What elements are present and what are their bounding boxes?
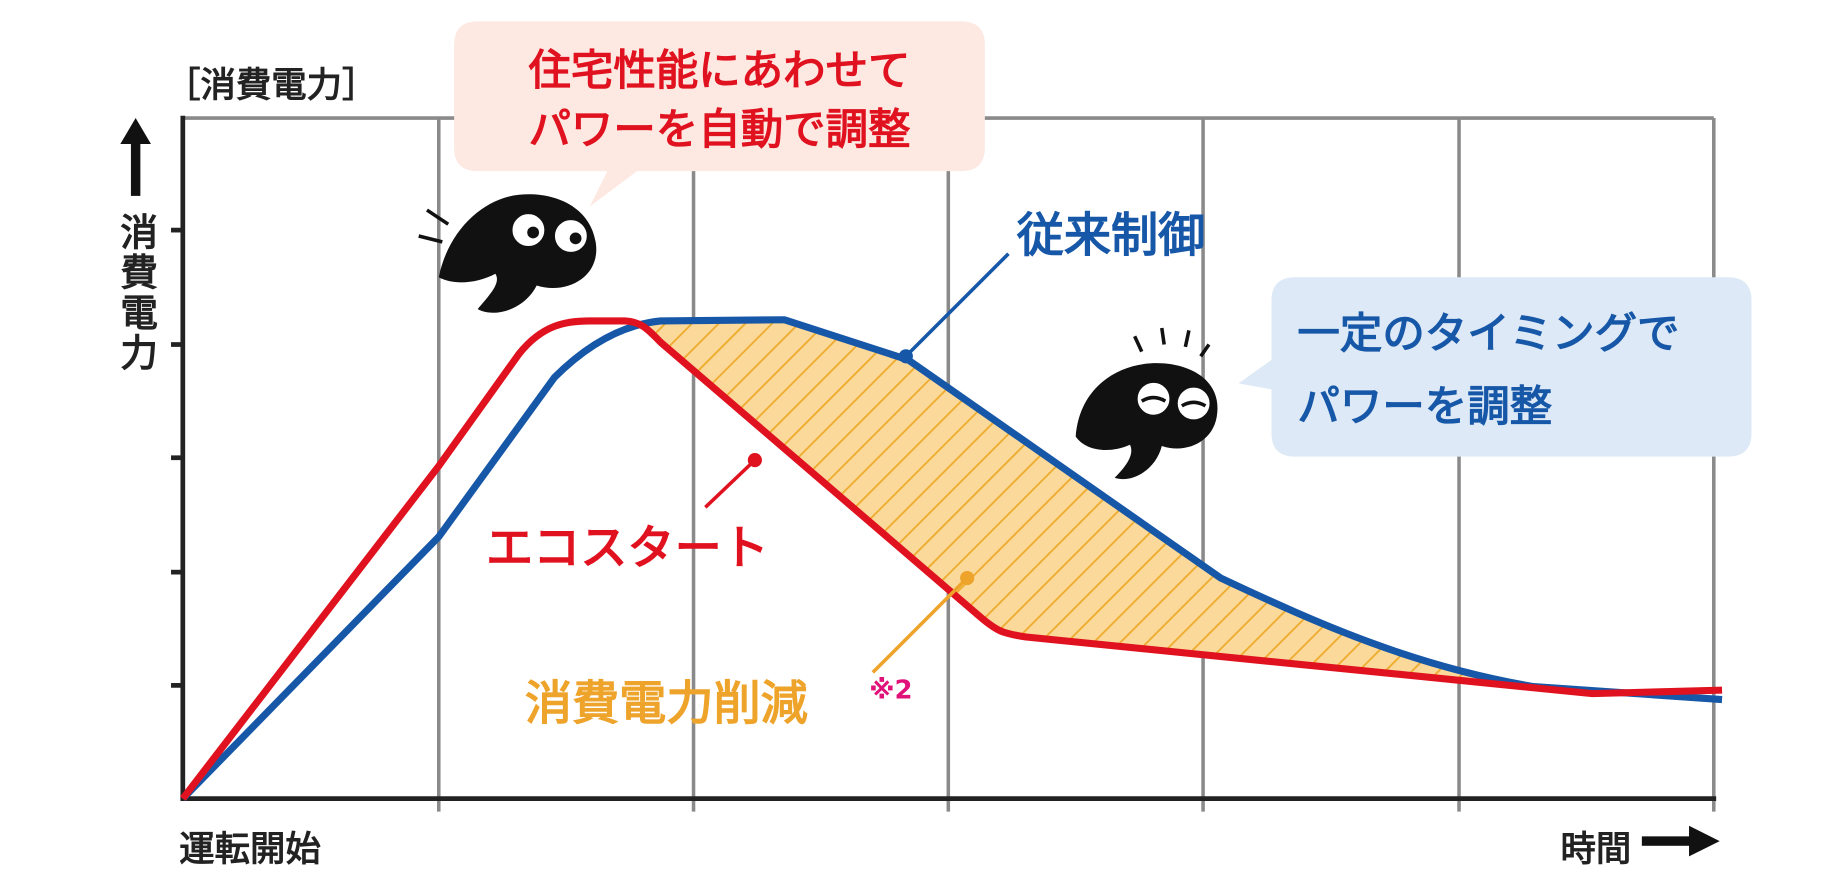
y-label: 消費電力 bbox=[114, 212, 158, 372]
conventional-label: 従来制御 bbox=[1016, 208, 1206, 263]
callout-bubble bbox=[454, 21, 985, 207]
callout-text: 一定のタイミングで bbox=[1297, 310, 1679, 359]
callout-text: パワーを調整 bbox=[1297, 383, 1552, 432]
axes bbox=[171, 115, 1717, 801]
leaders bbox=[704, 252, 1010, 674]
eco-start-curve bbox=[180, 317, 1723, 801]
callout-bubble bbox=[1238, 277, 1752, 457]
callout-text: パワーを自動で調整 bbox=[528, 106, 911, 155]
axis-arrows bbox=[120, 118, 1720, 857]
reduction-note: ※2 bbox=[869, 675, 912, 705]
character bbox=[418, 194, 597, 313]
eco-start-label: エコスタート bbox=[486, 521, 769, 576]
reduction-label: 消費電力削減 bbox=[525, 677, 808, 732]
x-end-label: 時間 bbox=[1560, 829, 1631, 870]
callout-text: 住宅性能にあわせて bbox=[527, 47, 910, 96]
conventional-curve bbox=[180, 316, 1723, 802]
y-label-bracket: ［消費電力］ bbox=[165, 65, 377, 106]
x-start-label: 運転開始 bbox=[179, 829, 321, 870]
character bbox=[1075, 327, 1218, 480]
